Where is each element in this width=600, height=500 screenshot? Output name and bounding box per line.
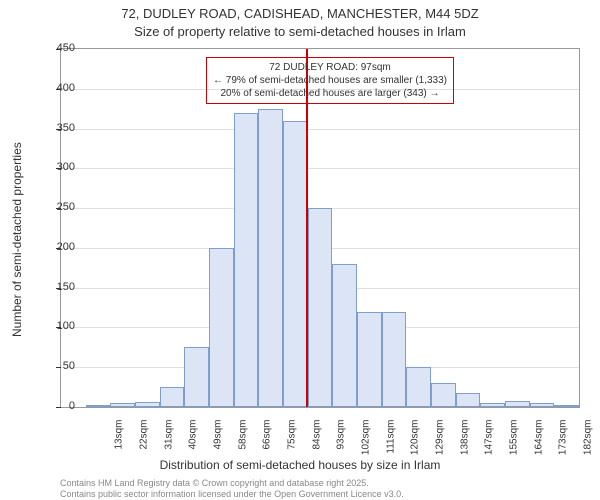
histogram-bar (357, 312, 382, 407)
histogram-bar (160, 387, 185, 407)
footnote-line1: Contains HM Land Registry data © Crown c… (60, 478, 404, 489)
x-tick-label: 155sqm (509, 420, 520, 470)
histogram-bar (530, 403, 555, 407)
histogram-bar (456, 393, 481, 407)
histogram-bar (135, 402, 160, 407)
chart-title-sub: Size of property relative to semi-detach… (0, 24, 600, 39)
chart-title-main: 72, DUDLEY ROAD, CADISHEAD, MANCHESTER, … (0, 6, 600, 21)
histogram-bar (505, 401, 530, 407)
chart-container: 72, DUDLEY ROAD, CADISHEAD, MANCHESTER, … (0, 0, 600, 500)
x-tick-label: 173sqm (558, 420, 569, 470)
y-tick-label: 350 (35, 122, 75, 134)
histogram-bar (382, 312, 407, 407)
x-tick-label: 66sqm (262, 420, 273, 470)
x-tick-label: 138sqm (459, 420, 470, 470)
x-tick-label: 40sqm (188, 420, 199, 470)
x-tick-label: 93sqm (336, 420, 347, 470)
histogram-bar (431, 383, 456, 407)
annotation-box: 72 DUDLEY ROAD: 97sqm← 79% of semi-detac… (206, 57, 454, 104)
y-tick-label: 150 (35, 281, 75, 293)
y-axis-label: Number of semi-detached properties (10, 142, 24, 337)
x-tick-label: 31sqm (163, 420, 174, 470)
annotation-smaller: ← 79% of semi-detached houses are smalle… (213, 74, 447, 87)
x-tick-label: 102sqm (361, 420, 372, 470)
annotation-larger: 20% of semi-detached houses are larger (… (213, 87, 447, 100)
x-tick-label: 182sqm (583, 420, 594, 470)
x-tick-label: 111sqm (385, 420, 396, 470)
histogram-bar (258, 109, 283, 407)
x-tick-label: 49sqm (213, 420, 224, 470)
histogram-bar (110, 403, 135, 407)
histogram-bar (184, 347, 209, 407)
grid-line (61, 129, 579, 130)
x-tick-label: 147sqm (484, 420, 495, 470)
y-tick-label: 50 (35, 360, 75, 372)
x-tick-label: 164sqm (533, 420, 544, 470)
grid-line (61, 168, 579, 169)
annotation-top: 72 DUDLEY ROAD: 97sqm (213, 61, 447, 74)
histogram-bar (332, 264, 357, 407)
x-tick-label: 120sqm (410, 420, 421, 470)
histogram-bar (283, 121, 308, 407)
y-tick-label: 0 (35, 400, 75, 412)
x-tick-label: 58sqm (237, 420, 248, 470)
histogram-bar (406, 367, 431, 407)
y-tick-label: 100 (35, 320, 75, 332)
y-tick-label: 300 (35, 161, 75, 173)
y-tick-label: 450 (35, 42, 75, 54)
plot-area: 72 DUDLEY ROAD: 97sqm← 79% of semi-detac… (60, 48, 580, 408)
histogram-bar (554, 405, 579, 407)
x-tick-label: 13sqm (114, 420, 125, 470)
x-tick-label: 75sqm (287, 420, 298, 470)
histogram-bar (86, 405, 111, 407)
y-tick-label: 400 (35, 82, 75, 94)
y-tick-label: 250 (35, 201, 75, 213)
histogram-bar (209, 248, 234, 407)
histogram-bar (308, 208, 333, 407)
x-tick-label: 22sqm (139, 420, 150, 470)
x-tick-label: 129sqm (435, 420, 446, 470)
x-tick-label: 84sqm (311, 420, 322, 470)
histogram-bar (480, 403, 505, 407)
footnote-line2: Contains public sector information licen… (60, 489, 404, 500)
footnote: Contains HM Land Registry data © Crown c… (60, 478, 404, 500)
histogram-bar (234, 113, 259, 407)
y-tick-label: 200 (35, 241, 75, 253)
